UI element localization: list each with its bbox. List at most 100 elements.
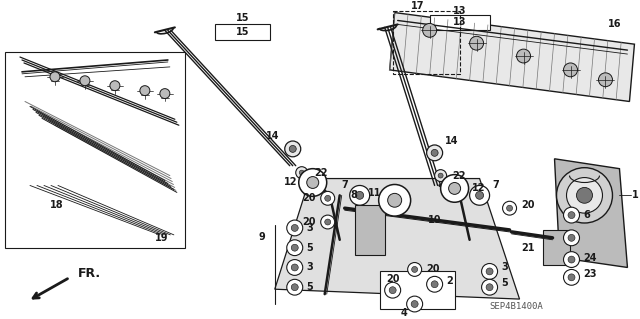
Circle shape: [285, 141, 301, 157]
Polygon shape: [543, 230, 570, 264]
Circle shape: [412, 266, 418, 272]
Circle shape: [291, 244, 298, 251]
Circle shape: [349, 185, 370, 205]
Circle shape: [296, 167, 308, 179]
Text: 14: 14: [266, 131, 280, 141]
Circle shape: [486, 268, 493, 275]
Circle shape: [563, 63, 577, 77]
Circle shape: [389, 287, 396, 294]
Circle shape: [80, 76, 90, 86]
Circle shape: [476, 191, 484, 199]
Circle shape: [291, 225, 298, 231]
Text: 20: 20: [302, 193, 316, 203]
Circle shape: [449, 182, 461, 194]
Circle shape: [300, 170, 304, 175]
Circle shape: [287, 240, 303, 256]
Circle shape: [431, 149, 438, 156]
Text: 5: 5: [307, 282, 314, 292]
Circle shape: [356, 191, 364, 199]
Text: 15: 15: [236, 12, 250, 23]
Polygon shape: [380, 271, 454, 309]
Text: 18: 18: [50, 200, 63, 210]
Circle shape: [287, 220, 303, 236]
Circle shape: [289, 145, 296, 152]
Text: 2: 2: [447, 276, 453, 286]
Text: 11: 11: [368, 188, 381, 198]
Polygon shape: [355, 205, 385, 255]
Polygon shape: [5, 52, 185, 248]
Circle shape: [563, 252, 579, 267]
Text: 5: 5: [502, 278, 508, 288]
Text: 20: 20: [427, 264, 440, 274]
Circle shape: [411, 300, 418, 308]
Polygon shape: [275, 179, 520, 299]
Text: 17: 17: [411, 1, 424, 11]
Circle shape: [110, 81, 120, 91]
Circle shape: [287, 279, 303, 295]
Circle shape: [486, 284, 493, 291]
Circle shape: [385, 282, 401, 298]
Circle shape: [324, 219, 331, 225]
Circle shape: [563, 270, 579, 285]
Text: 5: 5: [307, 243, 314, 253]
Text: 20: 20: [386, 274, 399, 284]
Text: 13: 13: [453, 18, 467, 27]
Circle shape: [321, 215, 335, 229]
Text: 3: 3: [502, 263, 508, 272]
Text: 15: 15: [236, 27, 250, 37]
Circle shape: [481, 279, 497, 295]
Text: 12: 12: [472, 183, 485, 193]
Circle shape: [568, 234, 575, 241]
Circle shape: [427, 145, 443, 161]
Text: 12: 12: [284, 177, 298, 188]
Text: 19: 19: [155, 233, 168, 243]
Text: 9: 9: [258, 232, 265, 242]
Circle shape: [563, 230, 579, 246]
Circle shape: [299, 169, 326, 196]
Text: 13: 13: [453, 6, 467, 16]
Text: 22: 22: [315, 167, 328, 178]
Circle shape: [307, 177, 319, 189]
Text: 3: 3: [307, 223, 314, 233]
Circle shape: [568, 274, 575, 281]
Circle shape: [287, 260, 303, 275]
Text: 16: 16: [608, 19, 621, 29]
Text: 7: 7: [341, 181, 348, 190]
Circle shape: [470, 185, 490, 205]
Circle shape: [568, 256, 575, 263]
Text: 23: 23: [584, 269, 597, 279]
Circle shape: [566, 178, 602, 213]
Text: 14: 14: [445, 136, 458, 146]
Text: 8: 8: [351, 190, 358, 200]
Circle shape: [563, 207, 579, 223]
Circle shape: [435, 170, 447, 182]
Circle shape: [502, 201, 516, 215]
Text: FR.: FR.: [78, 267, 101, 280]
Text: 4: 4: [400, 308, 407, 318]
Polygon shape: [554, 159, 627, 267]
Circle shape: [140, 86, 150, 96]
Circle shape: [577, 188, 593, 203]
Polygon shape: [215, 25, 270, 40]
Text: 10: 10: [428, 215, 442, 225]
Circle shape: [470, 36, 484, 50]
Circle shape: [557, 168, 612, 223]
Text: 7: 7: [493, 181, 499, 190]
Circle shape: [291, 284, 298, 291]
Text: 24: 24: [584, 253, 597, 263]
Text: 20: 20: [522, 200, 535, 210]
Circle shape: [321, 191, 335, 205]
Circle shape: [568, 211, 575, 219]
Circle shape: [481, 263, 497, 279]
Circle shape: [291, 264, 298, 271]
Text: 20: 20: [302, 217, 316, 227]
Circle shape: [431, 281, 438, 288]
Text: 3: 3: [307, 263, 314, 272]
Circle shape: [160, 89, 170, 99]
Circle shape: [379, 184, 411, 216]
Circle shape: [388, 193, 402, 207]
Text: 22: 22: [452, 171, 466, 181]
Text: 1: 1: [632, 190, 638, 200]
Circle shape: [438, 173, 443, 178]
Polygon shape: [390, 12, 634, 101]
